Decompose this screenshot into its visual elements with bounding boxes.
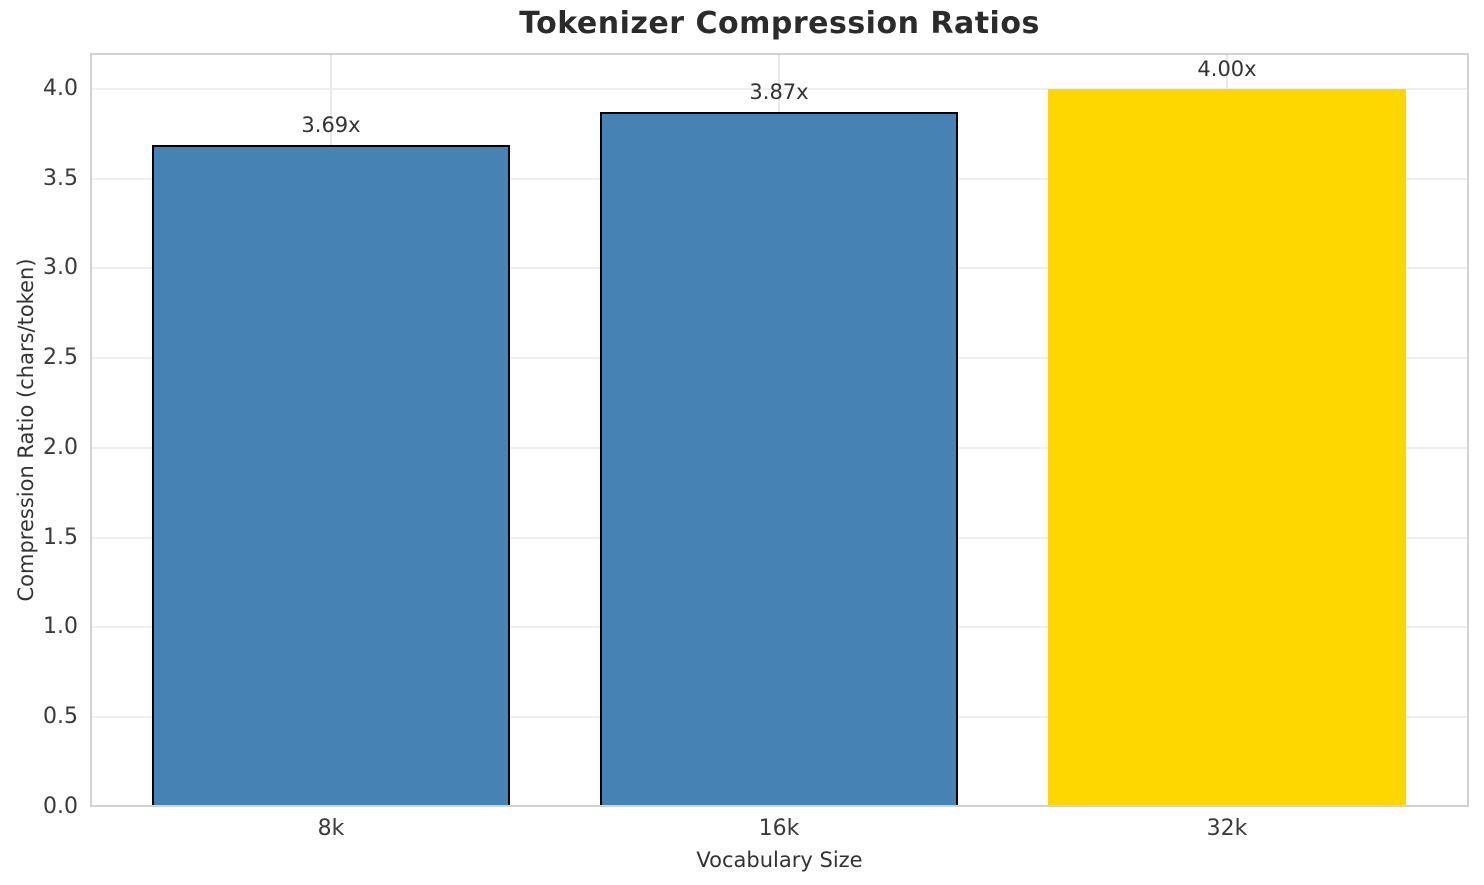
y-tick-label: 4.0 xyxy=(43,75,78,101)
x-tick-label: 8k xyxy=(317,816,345,841)
x-tick-label: 32k xyxy=(1206,816,1248,841)
y-tick-label: 2.5 xyxy=(43,345,78,371)
bar-value-label: 3.87x xyxy=(749,80,809,105)
y-tick-label: 3.0 xyxy=(43,255,78,281)
bar-value-label: 4.00x xyxy=(1197,56,1257,81)
chart-title: Tokenizer Compression Ratios xyxy=(519,6,1040,41)
x-tick-label: 16k xyxy=(758,816,800,841)
x-axis-label: Vocabulary Size xyxy=(696,848,863,872)
y-tick-label: 0.5 xyxy=(43,704,78,730)
y-tick-label: 0.0 xyxy=(43,794,78,819)
plot-area xyxy=(90,53,1469,807)
y-tick-label: 3.5 xyxy=(43,165,78,191)
bar-16k xyxy=(600,112,958,807)
y-tick-label: 1.5 xyxy=(43,524,78,550)
bar-8k xyxy=(152,144,510,807)
y-tick-label: 1.0 xyxy=(43,614,78,640)
bar-value-label: 3.69x xyxy=(301,112,361,137)
y-tick-label: 2.0 xyxy=(43,434,78,460)
bar-32k xyxy=(1048,88,1406,807)
